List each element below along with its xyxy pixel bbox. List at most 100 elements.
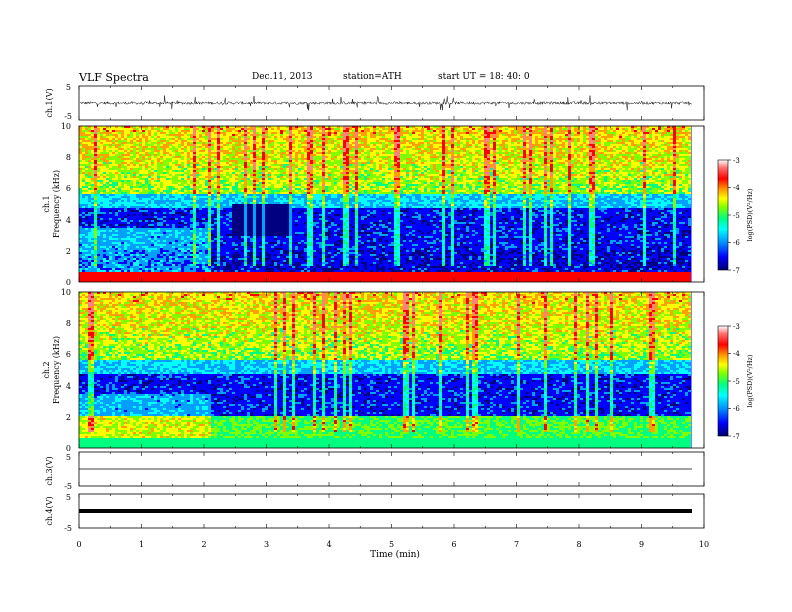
spectrogram-cell	[265, 208, 268, 210]
spectrogram-cell	[241, 240, 244, 242]
spectrogram-cell	[121, 216, 124, 218]
spectrogram-cell	[154, 174, 157, 176]
spectrogram-cell	[154, 156, 157, 158]
spectrogram-cell	[184, 244, 187, 246]
spectrogram-cell	[220, 134, 223, 136]
spectrogram-cell	[118, 168, 121, 170]
spectrogram-cell	[118, 262, 121, 264]
spectrogram-cell	[112, 176, 115, 178]
spectrogram-cell	[142, 212, 145, 214]
spectrogram-cell	[121, 174, 124, 176]
spectrogram-cell	[103, 218, 106, 220]
spectrogram-cell	[250, 264, 253, 266]
spectrogram-cell	[235, 218, 238, 220]
spectrogram-cell	[88, 206, 91, 208]
spectrogram-cell	[256, 250, 259, 252]
spectrogram-cell	[157, 176, 160, 178]
spectrogram-cell	[151, 144, 154, 146]
spectrogram-cell	[160, 136, 163, 138]
spectrogram-cell	[91, 224, 94, 226]
spectrogram-cell	[88, 274, 91, 276]
spectrogram-cell	[172, 268, 175, 270]
spectrogram-cell	[145, 152, 148, 154]
spectrogram-cell	[148, 190, 151, 192]
spectrogram-cell	[199, 144, 202, 146]
spectrogram-cell	[223, 252, 226, 254]
spectrogram-cell	[130, 164, 133, 166]
spectrogram-cell	[139, 272, 142, 274]
spectrogram-cell	[163, 230, 166, 232]
spectrogram-cell	[187, 214, 190, 216]
spectrogram-cell	[217, 180, 220, 182]
spectrogram-cell	[130, 274, 133, 276]
spectrogram-cell	[121, 130, 124, 132]
spectrogram-cell	[79, 174, 82, 176]
spectrogram-cell	[94, 268, 97, 270]
spectrogram-cell	[232, 216, 235, 218]
spectrogram-cell	[211, 250, 214, 252]
spectrogram-cell	[214, 138, 217, 140]
spectrogram-cell	[262, 196, 265, 198]
spectrogram-cell	[202, 202, 205, 204]
spectrogram-cell	[268, 162, 271, 164]
spectrogram-cell	[148, 230, 151, 232]
spectrogram-cell	[241, 198, 244, 200]
spectrogram-cell	[265, 200, 268, 202]
spectrogram-cell	[208, 164, 211, 166]
spectrogram-cell	[196, 276, 199, 278]
spectrogram-cell	[202, 252, 205, 254]
spectrogram-cell	[187, 146, 190, 148]
spectrogram-cell	[229, 148, 232, 150]
spectrogram-cell	[103, 170, 106, 172]
spectrogram-cell	[133, 208, 136, 210]
spectrogram-cell	[127, 242, 130, 244]
spectrogram-cell	[127, 176, 130, 178]
spectrogram-cell	[172, 244, 175, 246]
spectrogram-cell	[268, 174, 271, 176]
spectrogram-cell	[214, 144, 217, 146]
spectrogram-cell	[97, 266, 100, 268]
spectrogram-cell	[103, 226, 106, 228]
spectrogram-cell	[124, 194, 127, 196]
spectrogram-cell	[115, 158, 118, 160]
spectrogram-cell	[205, 226, 208, 228]
spectrogram-cell	[223, 164, 226, 166]
spectrogram-cell	[151, 176, 154, 178]
spectrogram-cell	[85, 134, 88, 136]
spectrogram-cell	[118, 216, 121, 218]
spectrogram-cell	[229, 168, 232, 170]
spectrogram-cell	[217, 196, 220, 198]
spectrogram-cell	[184, 252, 187, 254]
spectrogram-cell	[265, 160, 268, 162]
spectrogram-cell	[220, 226, 223, 228]
spectrogram-cell	[256, 200, 259, 202]
spectrogram-cell	[112, 204, 115, 206]
spectrogram-cell	[169, 146, 172, 148]
spectrogram-cell	[187, 204, 190, 206]
spectrogram-cell	[154, 150, 157, 152]
spectrogram-cell	[142, 220, 145, 222]
spectrogram-cell	[244, 198, 247, 200]
spectrogram-cell	[79, 134, 82, 136]
spectrogram-cell	[220, 270, 223, 272]
spectrogram-cell	[151, 226, 154, 228]
spectrogram-cell	[85, 264, 88, 266]
spectrogram-cell	[235, 220, 238, 222]
spectrogram-cell	[145, 256, 148, 258]
spectrogram-cell	[229, 172, 232, 174]
spectrogram-cell	[109, 222, 112, 224]
spectrogram-cell	[145, 198, 148, 200]
spectrogram-cell	[199, 190, 202, 192]
spectrogram-cell	[136, 238, 139, 240]
spectrogram-cell	[208, 234, 211, 236]
spectrogram-cell	[91, 134, 94, 136]
spectrogram-cell	[196, 174, 199, 176]
spectrogram-cell	[169, 210, 172, 212]
spectrogram-cell	[181, 234, 184, 236]
spectrogram-cell	[181, 154, 184, 156]
spectrogram-cell	[184, 196, 187, 198]
spectrogram-cell	[208, 240, 211, 242]
spectrogram-cell	[94, 256, 97, 258]
spectrogram-cell	[148, 186, 151, 188]
spectrogram-cell	[232, 128, 235, 130]
